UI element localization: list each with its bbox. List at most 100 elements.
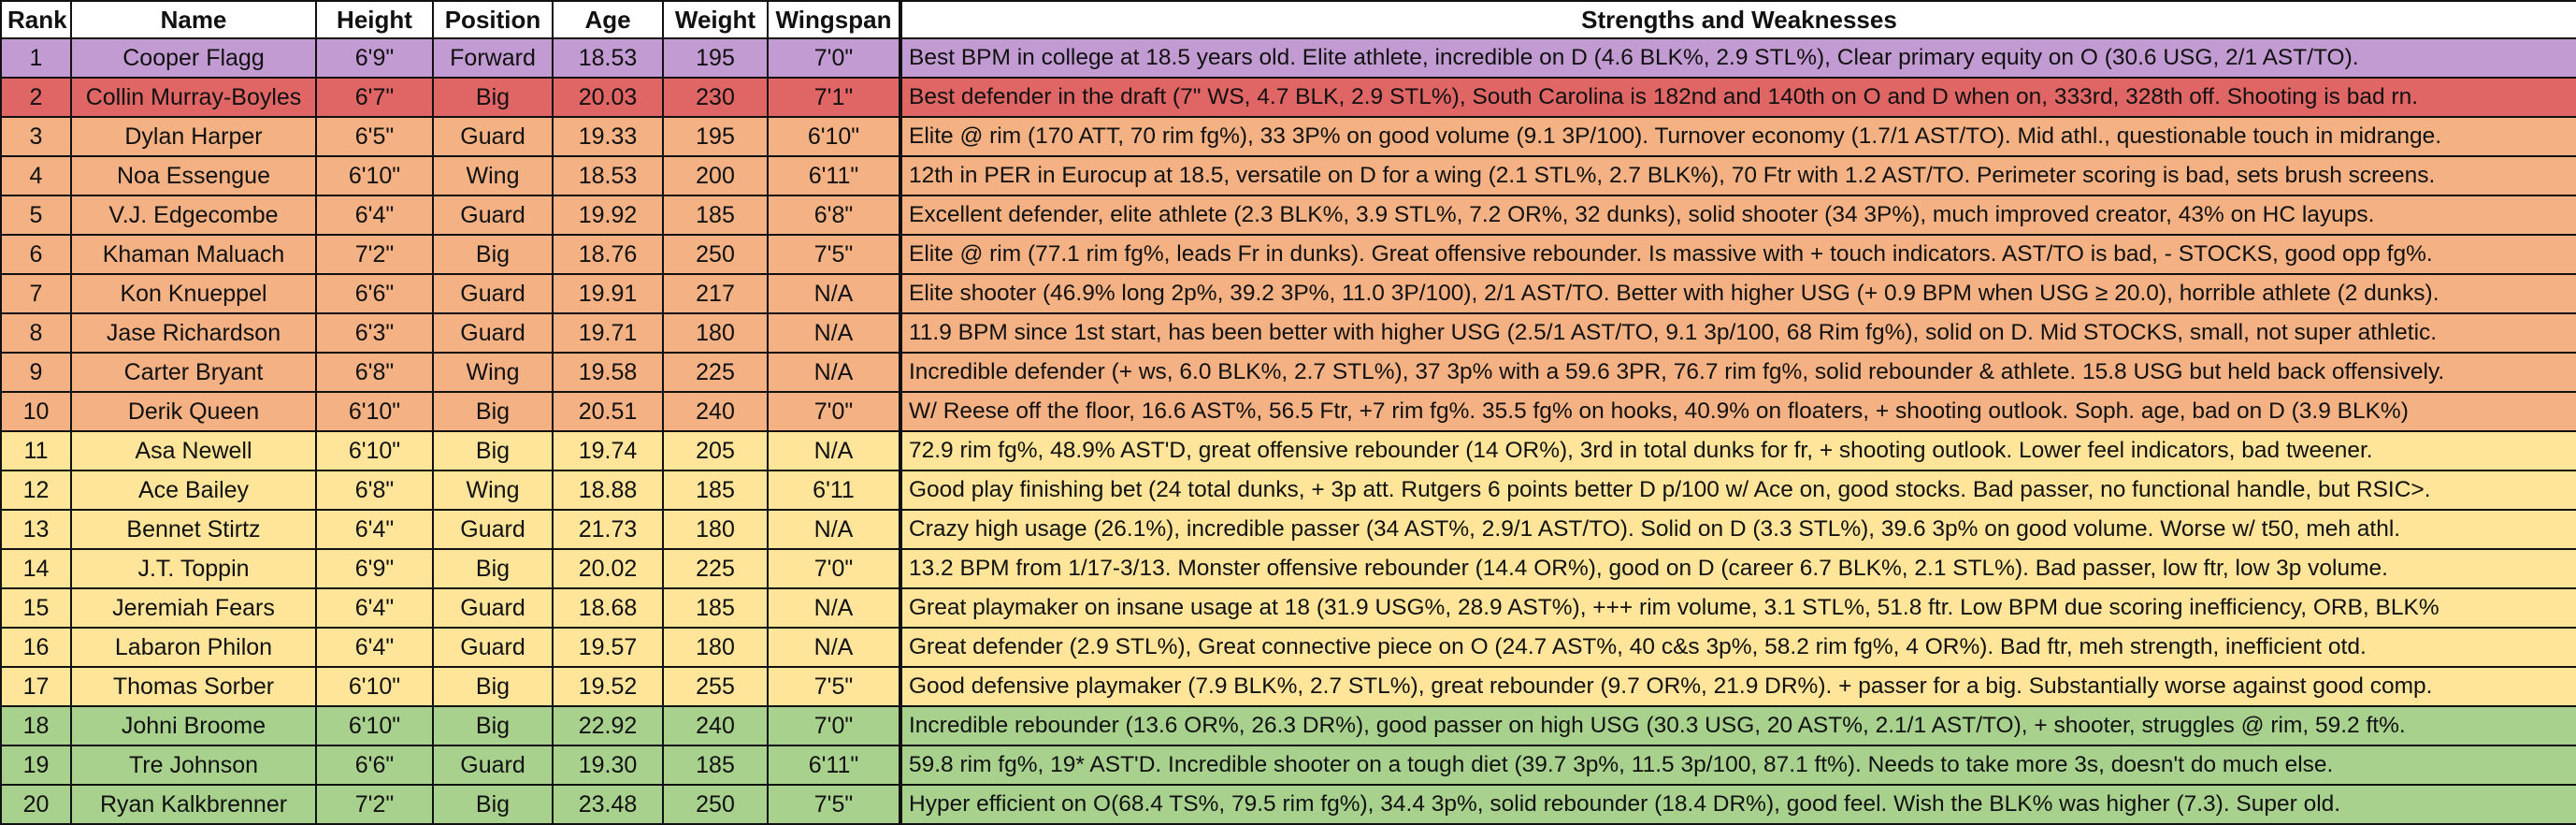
cell-height[interactable]: 6'3" [315,312,434,354]
cell-age[interactable]: 18.68 [552,587,664,629]
cell-wingspan[interactable]: N/A [767,352,901,393]
cell-name[interactable]: Kon Knueppel [70,273,317,314]
cell-wingspan[interactable]: 6'10" [767,116,901,157]
cell-notes[interactable]: Hyper efficient on O(68.4 TS%, 79.5 rim … [899,784,2576,825]
cell-height[interactable]: 6'8" [315,470,434,511]
cell-wingspan[interactable]: N/A [767,587,901,629]
cell-position[interactable]: Big [432,77,554,118]
cell-weight[interactable]: 185 [662,745,769,786]
cell-height[interactable]: 7'2" [315,784,434,825]
cell-age[interactable]: 20.02 [552,548,664,589]
cell-name[interactable]: Dylan Harper [70,116,317,157]
cell-wingspan[interactable]: 6'11 [767,470,901,511]
cell-height[interactable]: 6'7" [315,77,434,118]
cell-height[interactable]: 6'9" [315,548,434,589]
cell-notes[interactable]: Best defender in the draft (7" WS, 4.7 B… [899,77,2576,118]
cell-name[interactable]: Ace Bailey [70,470,317,511]
header-wingspan[interactable]: Wingspan [767,0,901,39]
cell-name[interactable]: Thomas Sorber [70,666,317,707]
cell-weight[interactable]: 185 [662,470,769,511]
cell-rank[interactable]: 19 [0,745,72,786]
cell-notes[interactable]: 11.9 BPM since 1st start, has been bette… [899,312,2576,354]
cell-rank[interactable]: 6 [0,234,72,275]
cell-notes[interactable]: Great defender (2.9 STL%), Great connect… [899,627,2576,668]
cell-age[interactable]: 20.03 [552,77,664,118]
cell-position[interactable]: Big [432,784,554,825]
cell-weight[interactable]: 240 [662,391,769,432]
cell-age[interactable]: 19.92 [552,195,664,236]
cell-name[interactable]: Tre Johnson [70,745,317,786]
cell-rank[interactable]: 4 [0,155,72,196]
cell-weight[interactable]: 180 [662,509,769,550]
cell-height[interactable]: 6'6" [315,273,434,314]
cell-age[interactable]: 19.58 [552,352,664,393]
cell-name[interactable]: Carter Bryant [70,352,317,393]
cell-name[interactable]: Jeremiah Fears [70,587,317,629]
cell-weight[interactable]: 225 [662,352,769,393]
cell-notes[interactable]: Good defensive playmaker (7.9 BLK%, 2.7 … [899,666,2576,707]
cell-notes[interactable]: Good play finishing bet (24 total dunks,… [899,470,2576,511]
cell-weight[interactable]: 230 [662,77,769,118]
cell-notes[interactable]: Incredible rebounder (13.6 OR%, 26.3 DR%… [899,705,2576,746]
cell-rank[interactable]: 7 [0,273,72,314]
cell-rank[interactable]: 18 [0,705,72,746]
cell-height[interactable]: 6'6" [315,745,434,786]
cell-weight[interactable]: 240 [662,705,769,746]
cell-name[interactable]: Collin Murray-Boyles [70,77,317,118]
cell-rank[interactable]: 11 [0,430,72,471]
cell-age[interactable]: 19.91 [552,273,664,314]
cell-position[interactable]: Forward [432,37,554,79]
cell-rank[interactable]: 3 [0,116,72,157]
cell-weight[interactable]: 185 [662,587,769,629]
cell-age[interactable]: 19.74 [552,430,664,471]
cell-rank[interactable]: 10 [0,391,72,432]
cell-position[interactable]: Big [432,666,554,707]
cell-notes[interactable]: Crazy high usage (26.1%), incredible pas… [899,509,2576,550]
cell-notes[interactable]: W/ Reese off the floor, 16.6 AST%, 56.5 … [899,391,2576,432]
cell-name[interactable]: Cooper Flagg [70,37,317,79]
cell-age[interactable]: 23.48 [552,784,664,825]
cell-position[interactable]: Big [432,705,554,746]
cell-notes[interactable]: 12th in PER in Eurocup at 18.5, versatil… [899,155,2576,196]
cell-position[interactable]: Guard [432,273,554,314]
header-position[interactable]: Position [432,0,554,39]
cell-notes[interactable]: Great playmaker on insane usage at 18 (3… [899,587,2576,629]
cell-notes[interactable]: 72.9 rim fg%, 48.9% AST'D, great offensi… [899,430,2576,471]
cell-height[interactable]: 6'10" [315,391,434,432]
cell-wingspan[interactable]: 6'11" [767,745,901,786]
cell-wingspan[interactable]: 6'11" [767,155,901,196]
header-name[interactable]: Name [70,0,317,39]
cell-name[interactable]: Bennet Stirtz [70,509,317,550]
cell-wingspan[interactable]: 7'0" [767,548,901,589]
cell-age[interactable]: 18.76 [552,234,664,275]
cell-rank[interactable]: 13 [0,509,72,550]
cell-age[interactable]: 19.52 [552,666,664,707]
cell-notes[interactable]: Excellent defender, elite athlete (2.3 B… [899,195,2576,236]
cell-position[interactable]: Guard [432,312,554,354]
cell-weight[interactable]: 180 [662,627,769,668]
cell-wingspan[interactable]: 6'8" [767,195,901,236]
cell-rank[interactable]: 2 [0,77,72,118]
cell-position[interactable]: Big [432,391,554,432]
cell-notes[interactable]: Incredible defender (+ ws, 6.0 BLK%, 2.7… [899,352,2576,393]
cell-rank[interactable]: 16 [0,627,72,668]
cell-weight[interactable]: 195 [662,116,769,157]
cell-rank[interactable]: 12 [0,470,72,511]
cell-wingspan[interactable]: N/A [767,627,901,668]
cell-wingspan[interactable]: 7'5" [767,666,901,707]
cell-height[interactable]: 6'4" [315,627,434,668]
cell-wingspan[interactable]: 7'0" [767,705,901,746]
cell-height[interactable]: 6'4" [315,509,434,550]
cell-wingspan[interactable]: N/A [767,509,901,550]
cell-wingspan[interactable]: N/A [767,312,901,354]
cell-rank[interactable]: 5 [0,195,72,236]
cell-age[interactable]: 20.51 [552,391,664,432]
cell-height[interactable]: 7'2" [315,234,434,275]
cell-wingspan[interactable]: 7'5" [767,234,901,275]
cell-height[interactable]: 6'10" [315,155,434,196]
cell-age[interactable]: 18.53 [552,155,664,196]
cell-age[interactable]: 19.33 [552,116,664,157]
cell-rank[interactable]: 9 [0,352,72,393]
cell-wingspan[interactable]: 7'0" [767,37,901,79]
cell-position[interactable]: Big [432,234,554,275]
